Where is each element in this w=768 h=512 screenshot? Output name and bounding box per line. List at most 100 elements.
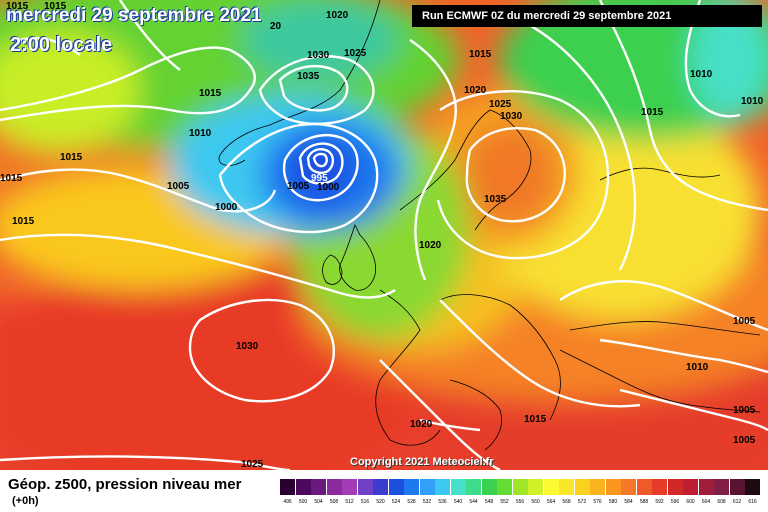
color-scale-label: 528 xyxy=(407,499,416,505)
color-scale-swatch xyxy=(435,479,450,495)
color-scale-swatch xyxy=(574,479,590,495)
color-scale-swatch xyxy=(481,479,497,495)
color-scale-swatch xyxy=(326,479,342,495)
color-scale-swatch xyxy=(280,479,295,495)
color-scale-swatch xyxy=(295,479,311,495)
isobar-label: 1025 xyxy=(344,48,367,59)
isobar-label: 1020 xyxy=(410,419,433,430)
isobar-label: 1015 xyxy=(12,216,35,227)
color-scale-swatch xyxy=(559,479,574,495)
isobar-label: 1010 xyxy=(690,69,713,80)
isobar-label: 1030 xyxy=(236,341,259,352)
color-scale-label: 592 xyxy=(655,499,664,505)
color-scale-swatch xyxy=(729,479,745,495)
color-scale-label: 524 xyxy=(391,499,401,505)
color-scale-swatch xyxy=(745,479,760,495)
color-scale-swatch xyxy=(543,479,559,495)
isobar-label: 1025 xyxy=(241,459,264,470)
color-scale-label: 616 xyxy=(748,499,757,505)
isobar-label: 1015 xyxy=(524,414,547,425)
color-scale-swatch xyxy=(698,479,714,495)
color-scale-swatch xyxy=(605,479,621,495)
color-scale-swatch xyxy=(450,479,466,495)
color-scale-label: 552 xyxy=(500,499,509,505)
color-scale-label: 564 xyxy=(546,499,556,505)
isobar-label: 1010 xyxy=(686,362,709,373)
isobar-label: 1005 xyxy=(167,181,190,192)
isobar-label: 1005 xyxy=(287,181,310,192)
color-scale-swatch xyxy=(590,479,605,495)
isobar-label: 1010 xyxy=(741,96,764,107)
color-scale-label: 600 xyxy=(686,499,695,505)
legend-bar: Géop. z500, pression niveau mer (+0h) 49… xyxy=(0,470,768,512)
map-date-title: mercredi 29 septembre 2021 xyxy=(6,5,262,26)
isobar-labels: 1015 1015 20 1020 1030 1025 1035 1015 10… xyxy=(0,1,764,470)
weather-map: 1015 1015 20 1020 1030 1025 1035 1015 10… xyxy=(0,0,768,470)
color-scale-swatch xyxy=(652,479,667,495)
isobar-label: 1005 xyxy=(733,316,756,327)
isobar-label: 1015 xyxy=(199,88,222,99)
color-scale-swatch xyxy=(497,479,512,495)
isobars xyxy=(0,0,768,470)
color-scale-swatch xyxy=(404,479,419,495)
isobar-label: 1015 xyxy=(469,49,492,60)
isobar-label: 1020 xyxy=(464,85,487,96)
color-scale-swatch xyxy=(388,479,404,495)
coastlines xyxy=(218,0,761,451)
color-scale-swatch xyxy=(636,479,652,495)
color-scale-swatch xyxy=(373,479,388,495)
color-scale-label: 580 xyxy=(608,499,618,505)
color-scale-label: 612 xyxy=(732,499,742,505)
color-scale-swatch xyxy=(419,479,435,495)
color-scale-swatch xyxy=(714,479,729,495)
isobar-label: 1030 xyxy=(500,111,523,122)
isobar-label: 1020 xyxy=(419,240,442,251)
legend-subtitle: (+0h) xyxy=(12,495,39,507)
isobar-label: 1030 xyxy=(307,50,330,61)
color-scale-swatch xyxy=(667,479,683,495)
isobar-label: 1025 xyxy=(489,99,512,110)
isobar-label: 1015 xyxy=(44,1,67,12)
color-scale-swatch xyxy=(342,479,357,495)
color-scale-swatch xyxy=(357,479,373,495)
isobar-label: 1005 xyxy=(733,405,756,416)
color-scale-swatch xyxy=(528,479,543,495)
color-scale-label: 504 xyxy=(314,499,323,505)
isobar-label: 1015 xyxy=(60,152,83,163)
color-scale-label: 556 xyxy=(515,499,525,505)
isobar-label: 1005 xyxy=(733,435,756,446)
color-scale-label: 604 xyxy=(701,499,711,505)
color-shading xyxy=(0,0,768,470)
color-scale-label: 536 xyxy=(438,499,447,505)
color-scale-label: 576 xyxy=(593,499,602,505)
color-scale-label: 548 xyxy=(484,499,494,505)
isobar-label: 1000 xyxy=(215,202,238,213)
color-scale-label: 560 xyxy=(531,499,540,505)
color-scale-swatch xyxy=(311,479,326,495)
isobar-label: 1010 xyxy=(189,128,212,139)
geopotential-field: 1015 1015 20 1020 1030 1025 1035 1015 10… xyxy=(0,0,768,470)
color-scale-label: 516 xyxy=(360,499,370,505)
color-scale-label: 608 xyxy=(717,499,726,505)
map-hour-title: 2:00 locale xyxy=(10,34,113,56)
color-scale: 496 500 504 508 512 516 520 524 528 532 536 540 544 5… xyxy=(280,479,766,509)
isobar-label: 1015 xyxy=(6,1,29,12)
color-scale-label: 544 xyxy=(469,499,478,505)
color-scale-label: 532 xyxy=(422,499,432,505)
color-scale-label: 500 xyxy=(298,499,308,505)
color-scale-label: 568 xyxy=(562,499,571,505)
isobar-label: 1015 xyxy=(641,107,664,118)
isobar-label: 20 xyxy=(270,21,282,32)
color-scale-swatch xyxy=(683,479,698,495)
color-scale-label: 520 xyxy=(376,499,385,505)
color-scale-swatch xyxy=(621,479,636,495)
color-scale-label: 540 xyxy=(453,499,463,505)
color-scale-label: 596 xyxy=(670,499,680,505)
isobar-label: 1000 xyxy=(317,182,340,193)
color-scale-label: 496 xyxy=(283,499,292,505)
color-scale-label: 512 xyxy=(345,499,354,505)
model-run-label: Run ECMWF 0Z du mercredi 29 septembre 20… xyxy=(412,5,762,27)
isobar-label: 1020 xyxy=(326,10,349,21)
isobar-label: 995 xyxy=(311,173,328,184)
isobar-label: 1035 xyxy=(297,71,320,82)
